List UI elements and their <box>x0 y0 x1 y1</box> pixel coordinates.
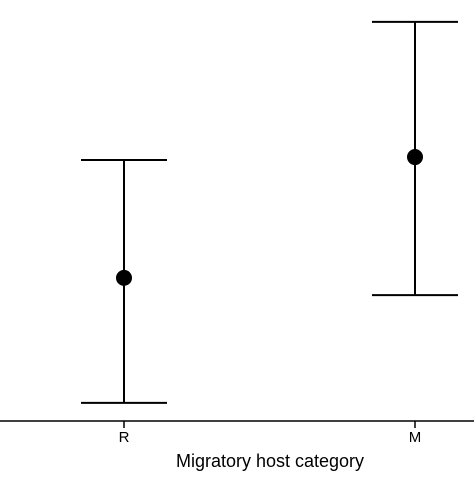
x-axis-title: Migratory host category <box>176 451 364 471</box>
point <box>407 149 423 166</box>
x-tick-label: R <box>119 429 130 446</box>
x-tick-label: M <box>409 429 422 446</box>
point <box>116 269 132 286</box>
